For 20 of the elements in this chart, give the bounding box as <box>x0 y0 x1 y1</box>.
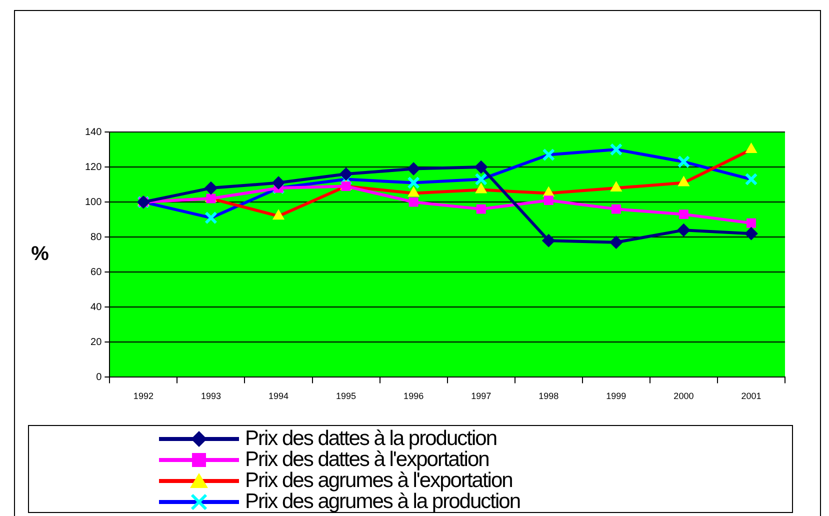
x-tick-label: 1995 <box>336 391 356 402</box>
x-tick-label: 1998 <box>538 391 559 402</box>
x-tick-label: 1997 <box>471 391 492 402</box>
y-tick-label: 40 <box>90 302 102 313</box>
y-axis-title: % <box>31 243 50 266</box>
y-tick-label: 20 <box>90 336 102 348</box>
x-tick-label: 1996 <box>404 391 424 402</box>
y-tick-label: 120 <box>84 162 102 173</box>
x-tick-label: 2000 <box>674 391 694 402</box>
x-tick-label: 1993 <box>200 391 221 402</box>
legend-label: Prix des dattes à la production <box>245 426 496 450</box>
y-tick-label: 60 <box>90 266 102 278</box>
y-tick-label: 140 <box>84 126 102 138</box>
x-tick-label: 2001 <box>741 391 762 402</box>
y-tick-label: 80 <box>90 232 102 243</box>
x-tick-label: 1992 <box>133 391 154 402</box>
y-tick-label: 0 <box>96 372 102 383</box>
x-tick-label: 1994 <box>268 391 289 402</box>
y-tick-label: 100 <box>84 196 102 208</box>
x-tick-label: 1999 <box>606 391 626 402</box>
